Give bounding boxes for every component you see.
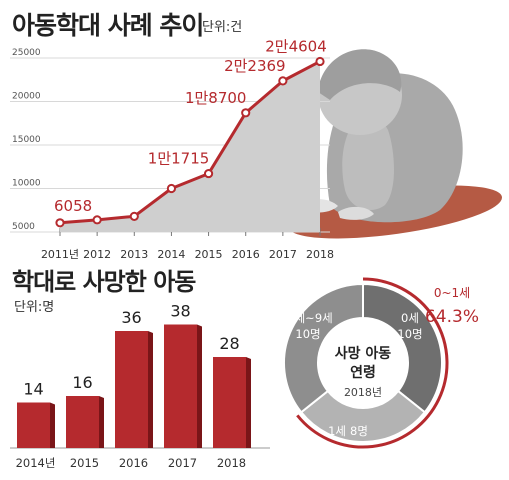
line-x-tick-label: 2015 [195,248,223,261]
donut-chart: 사망 아동 연령 2018년 0세 10명 1세 8명 4세~9세 10명 0~… [283,277,479,449]
line-chart-y-ticks: 25000 20000 15000 10000 5000 [12,48,41,232]
line-chart-x-ticks: 2011년 2012 2013 2014 2015 2016 2017 2018 [41,228,334,261]
line-x-tick-label: 2018 [306,248,334,261]
donut-center-title-line2: 연령 [350,365,376,381]
sad-child-illustration [288,49,502,239]
line-x-tick-label: 2012 [83,248,111,261]
line-point [129,211,139,221]
bar [164,324,197,448]
line-chart-series [59,60,321,225]
line-x-tick-label: 2017 [269,248,297,261]
donut-callout-arc [296,277,449,449]
line-point [203,168,214,179]
line-point [241,108,251,118]
bar [213,357,246,448]
line-y-tick-label: 25000 [12,48,41,58]
donut-slice-label-2: 4세~9세 [287,311,332,325]
line-point [166,183,177,194]
bar-side [99,396,104,448]
line-data-label: 2만4604 [265,37,327,55]
line-y-tick-label: 5000 [12,222,35,232]
line-point [92,215,102,225]
line-x-tick-label: 2013 [120,248,148,261]
line-chart-unit-label: 단위:건 [202,20,243,35]
line-chart-area [60,61,320,232]
line-y-tick-label: 15000 [12,135,41,145]
bar-chart-unit-label: 단위:명 [14,300,55,315]
bar-value-label: 36 [121,308,141,327]
line-x-tick-label: 2011년 [41,248,79,261]
bar-category-label: 2016 [119,456,148,470]
donut-slice-count-2: 10명 [295,327,320,341]
line-area-fill [60,61,320,232]
line-x-tick-label: 2014 [157,248,185,261]
bar-chart-category-labels: 2014년 2015 2016 2017 2018 [16,456,247,470]
line-y-tick-label: 20000 [12,92,41,102]
line-data-label: 1만8700 [185,89,247,107]
line-data-label: 1만1715 [148,150,210,168]
bar-value-label: 38 [170,302,190,321]
line-data-label: 2만2369 [224,57,286,75]
line-y-tick-label: 10000 [12,179,41,189]
bar [115,331,148,448]
donut-slice-label-0: 0세 [401,311,419,325]
bar-side [197,324,202,448]
donut-slice-label-1: 1세 [328,424,346,438]
bar-category-label: 2014년 [16,456,56,470]
bar [66,396,99,448]
donut-slice-count-0: 10명 [397,327,422,341]
bar-category-label: 2018 [217,456,246,470]
line-point [315,56,325,67]
bar-category-label: 2017 [168,456,197,470]
bar-side [246,357,251,448]
donut-callout-label: 0~1세 [434,286,470,300]
bar-chart: 14 16 36 38 28 2014년 2015 2016 2017 2018 [10,302,270,470]
donut-center [318,318,408,408]
donut-center-year: 2018년 [344,386,382,399]
bar-category-label: 2015 [70,456,99,470]
bar-value-label: 28 [219,334,239,353]
donut-callout-percent: 64.3% [425,307,479,327]
donut-chart-slices [283,282,443,443]
line-chart-data-labels: 6058 1만1715 1만8700 2만2369 2만4604 [54,37,327,214]
line-x-tick-label: 2016 [232,248,260,261]
bar-chart-value-labels: 14 16 36 38 28 [23,302,239,399]
line-series-line [59,60,321,225]
line-chart-title: 아동학대 사례 추이 [12,11,204,40]
bar-chart-bars [17,324,251,448]
donut-center-title-line1: 사망 아동 [335,345,392,362]
bar-side [148,331,153,448]
line-point [55,218,65,228]
line-point [278,76,288,86]
bar [17,402,50,448]
bar-side [50,402,55,448]
line-data-label: 6058 [54,197,92,215]
bar-value-label: 14 [23,380,43,399]
bar-value-label: 16 [72,373,92,392]
line-chart-points [55,56,325,228]
bar-chart-title: 학대로 사망한 아동 [12,268,196,296]
donut-slice-count-1: 8명 [350,424,368,438]
